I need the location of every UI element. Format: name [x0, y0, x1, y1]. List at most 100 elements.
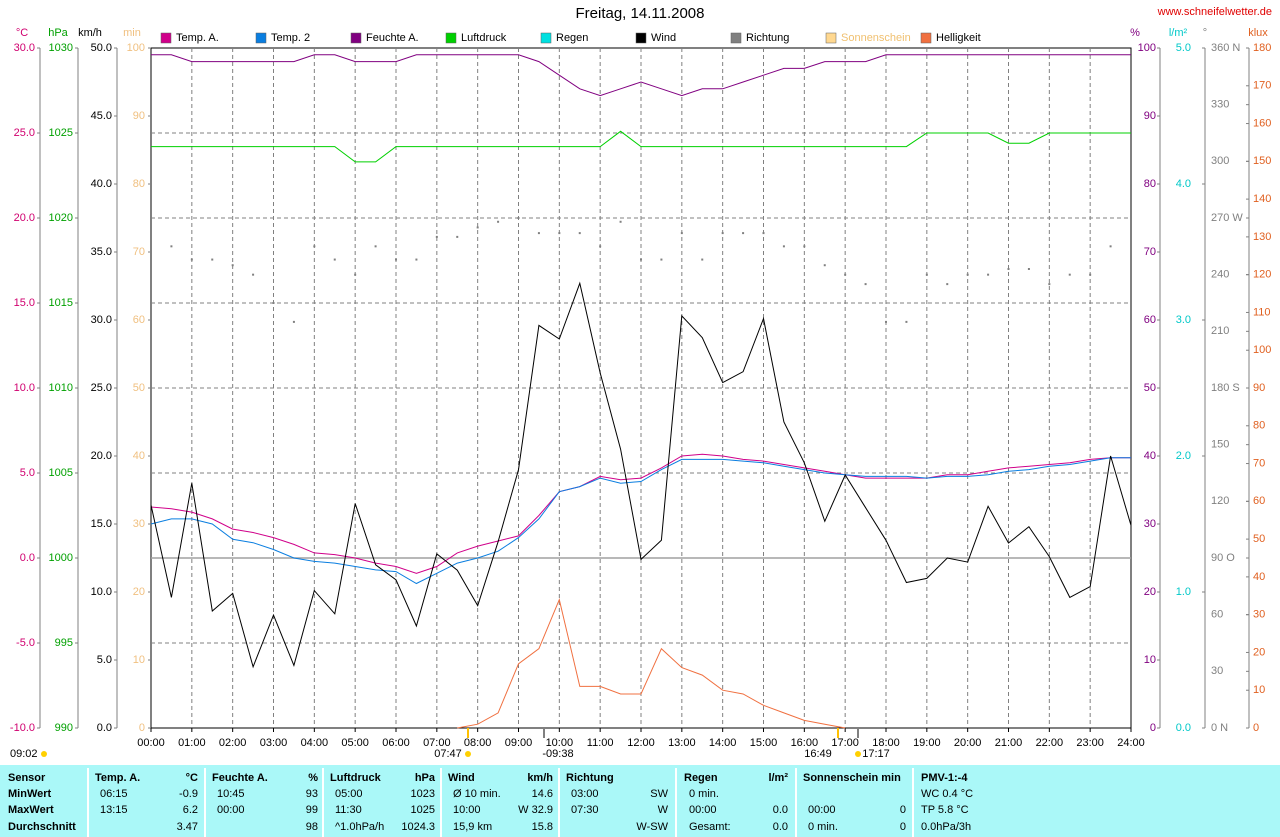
- x-tick-label: 17:00: [831, 737, 859, 749]
- table-cell: 0 min.: [808, 821, 838, 833]
- y-tick-label: 45.0: [91, 110, 112, 122]
- y-tick-label: 180 S: [1211, 382, 1240, 394]
- table-cell: MaxWert: [8, 804, 54, 816]
- x-tick-label: 06:00: [382, 737, 410, 749]
- table-bg: [0, 765, 1280, 837]
- x-tick-label: 00:00: [137, 737, 165, 749]
- y-tick-label: 50: [1253, 533, 1265, 545]
- table-header: Regen: [684, 772, 718, 784]
- y-tick-label: 170: [1253, 80, 1271, 92]
- table-cell: 13:15: [100, 804, 128, 816]
- table-cell: Ø 10 min.: [453, 788, 501, 800]
- y-tick-label: 995: [55, 637, 73, 649]
- sun-icon: [41, 751, 47, 757]
- x-tick-label: 15:00: [750, 737, 778, 749]
- table-header: Sensor: [8, 772, 46, 784]
- direction-dot: [946, 283, 949, 286]
- y-tick-label: 80: [1253, 420, 1265, 432]
- y-tick-label: 90: [1253, 382, 1265, 394]
- direction-dot: [537, 232, 540, 235]
- table-cell: W-SW: [636, 821, 668, 833]
- series-line: [151, 54, 1131, 97]
- legend-label: Regen: [556, 32, 588, 44]
- table-cell: 1025: [411, 804, 435, 816]
- y-tick-label: 5.0: [97, 654, 112, 666]
- legend-swatch: [255, 32, 267, 44]
- y-tick-label: 25.0: [91, 382, 112, 394]
- axis-unit: %: [1130, 27, 1140, 39]
- direction-dot: [497, 220, 500, 223]
- table-cell: 11:30: [335, 804, 362, 816]
- annotation: 07:47: [434, 748, 462, 760]
- y-tick-label: 240: [1211, 269, 1229, 281]
- table-cell: 0.0hPa/3h: [921, 821, 971, 833]
- y-tick-label: 5.0: [1176, 42, 1191, 54]
- y-tick-label: 10: [133, 654, 145, 666]
- y-tick-label: 100: [1253, 344, 1271, 356]
- y-tick-label: 40.0: [91, 178, 112, 190]
- direction-dot: [1027, 268, 1030, 270]
- table-cell: 14.6: [532, 788, 553, 800]
- x-tick-label: 14:00: [709, 737, 737, 749]
- y-tick-label: 3.0: [1176, 314, 1191, 326]
- y-tick-label: 10: [1253, 684, 1265, 696]
- direction-dot: [680, 232, 683, 235]
- axis-unit: hPa: [48, 27, 68, 39]
- y-tick-label: 50: [1144, 382, 1156, 394]
- table-cell: 05:00: [335, 788, 363, 800]
- direction-dot: [782, 245, 785, 248]
- x-tick-label: 11:00: [587, 737, 614, 749]
- direction-dot: [1109, 245, 1112, 248]
- y-tick-label: 50: [133, 382, 145, 394]
- y-tick-label: 35.0: [91, 246, 112, 258]
- table-cell: 10:45: [217, 788, 245, 800]
- direction-dot: [1068, 273, 1071, 276]
- annotation: 16:49: [804, 748, 832, 760]
- y-tick-label: 1.0: [1176, 586, 1191, 598]
- y-tick-label: 25.0: [14, 127, 35, 139]
- legend-label: Temp. A.: [176, 32, 219, 44]
- direction-dot: [1130, 273, 1132, 276]
- table-cell: MinWert: [8, 788, 52, 800]
- y-tick-label: 30: [1144, 518, 1156, 530]
- legend-swatch: [920, 32, 932, 44]
- table-header: PMV-1:-4: [921, 772, 968, 784]
- axis-unit: °C: [16, 27, 28, 39]
- direction-dot: [844, 273, 847, 276]
- series-line: [150, 453, 1131, 574]
- annotation: -09:38: [542, 748, 573, 760]
- table-cell: W: [658, 804, 669, 816]
- x-tick-label: 24:00: [1117, 737, 1145, 749]
- y-tick-label: 70: [133, 246, 145, 258]
- x-tick-label: 13:00: [668, 737, 696, 749]
- y-tick-label: 30: [1211, 665, 1223, 677]
- direction-dot: [721, 232, 724, 235]
- y-tick-label: 100: [1138, 42, 1156, 54]
- y-tick-label: 40: [1144, 450, 1156, 462]
- direction-dot: [170, 245, 173, 248]
- legend-label: Richtung: [746, 32, 789, 44]
- direction-dot: [476, 226, 479, 229]
- y-tick-label: 10.0: [91, 586, 112, 598]
- y-tick-label: 70: [1253, 457, 1265, 469]
- table-cell: SW: [650, 788, 668, 800]
- table-cell: 6.2: [183, 804, 198, 816]
- direction-dot: [354, 273, 357, 276]
- direction-dot: [619, 220, 622, 223]
- x-tick-label: 21:00: [995, 737, 1023, 749]
- table-cell: Durchschnitt: [8, 821, 76, 833]
- y-tick-label: 20: [1253, 646, 1265, 658]
- table-cell: 0 min.: [689, 788, 719, 800]
- annotation: 09:02: [10, 748, 38, 760]
- y-tick-label: 110: [1253, 306, 1271, 318]
- table-cell: 99: [306, 804, 318, 816]
- table-cell: 10:00: [453, 804, 481, 816]
- direction-dot: [599, 245, 602, 248]
- x-tick-label: 12:00: [627, 737, 655, 749]
- legend-label: Temp. 2: [271, 32, 310, 44]
- direction-dot: [211, 258, 214, 261]
- x-tick-label: 23:00: [1076, 737, 1104, 749]
- direction-dot: [925, 273, 928, 276]
- y-tick-label: 0.0: [20, 552, 35, 564]
- table-cell: W 32.9: [518, 804, 553, 816]
